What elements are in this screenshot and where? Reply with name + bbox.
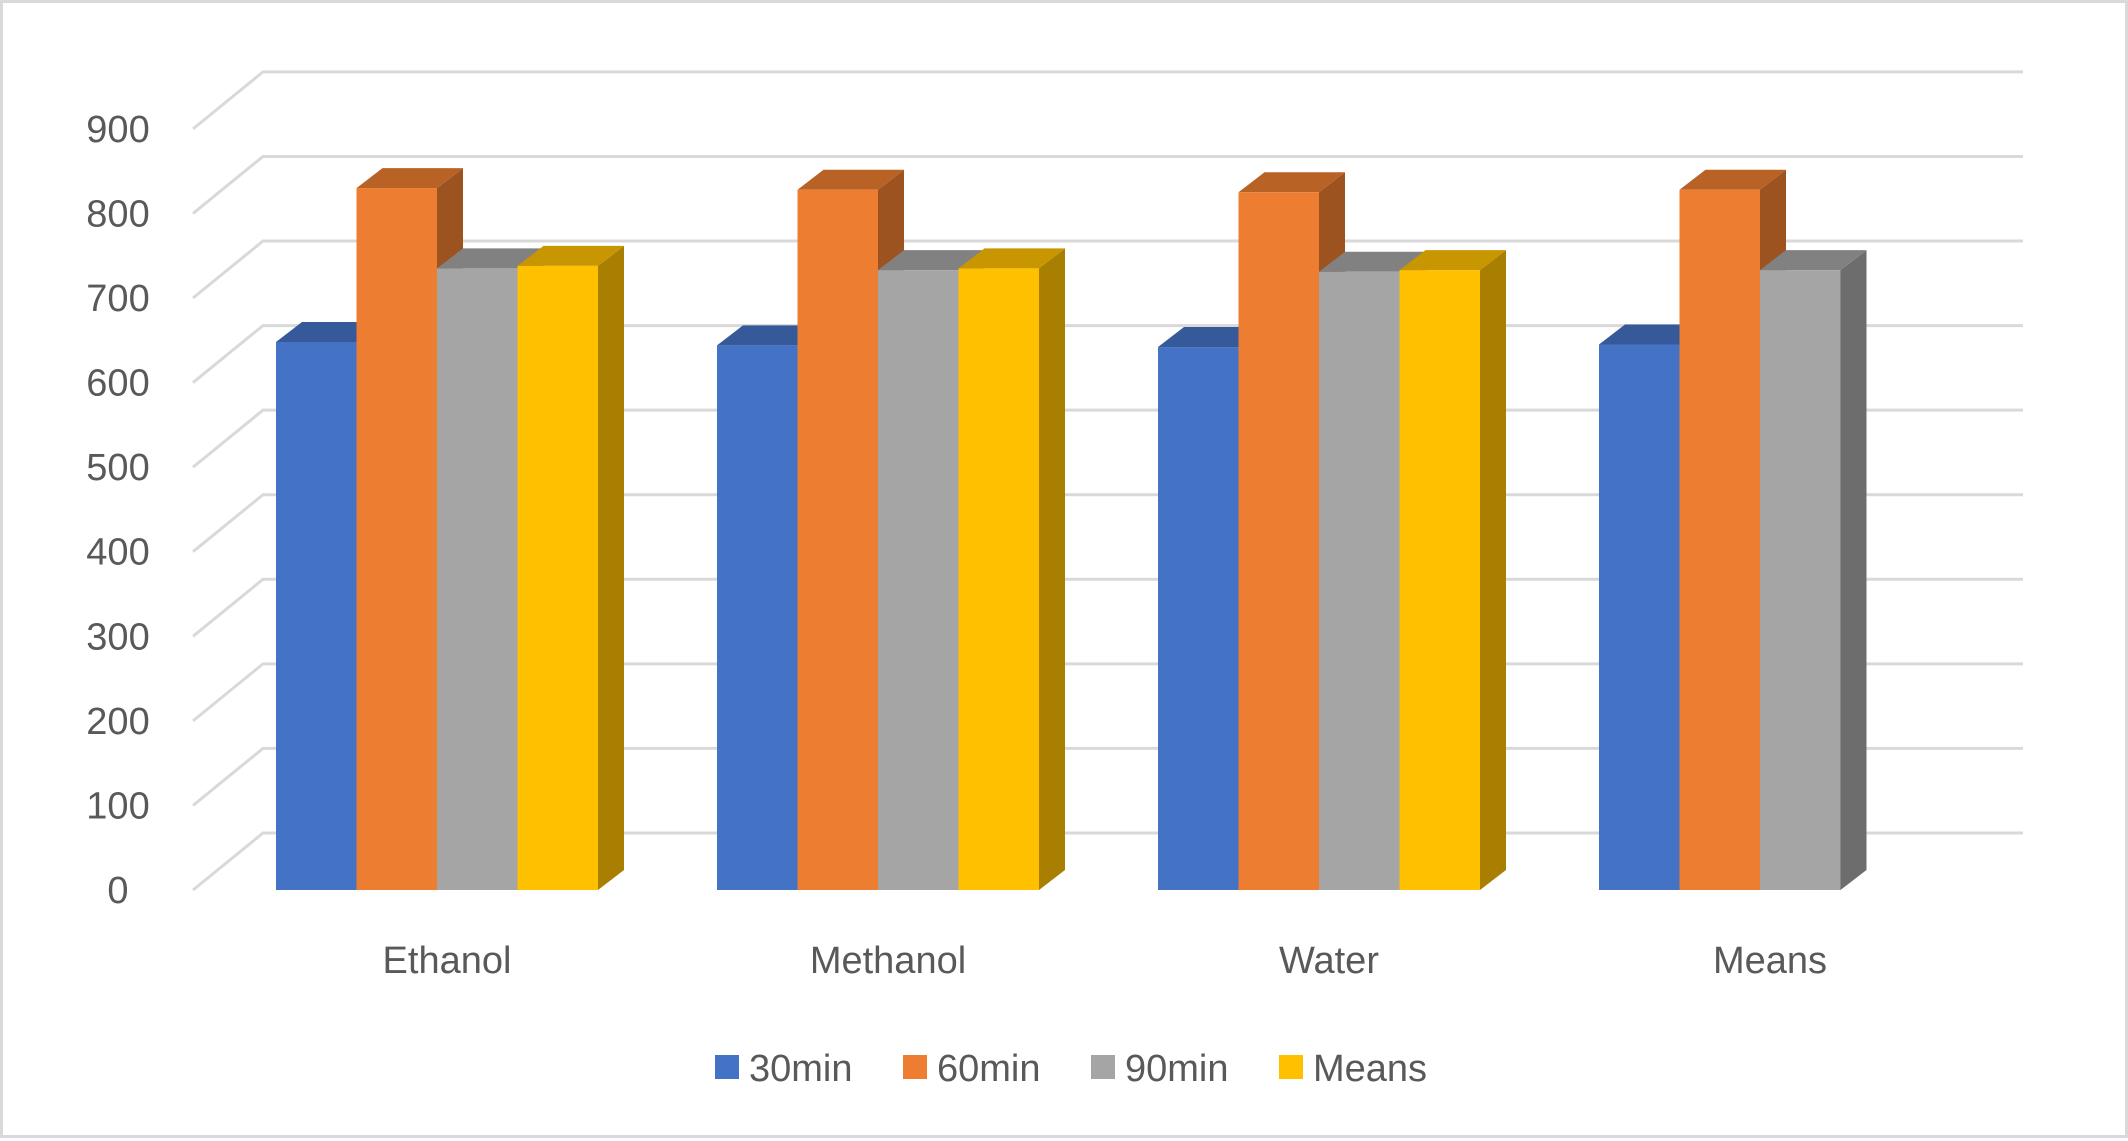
bar-top — [1679, 169, 1786, 190]
bar-front — [437, 268, 518, 890]
bar-front — [1760, 270, 1841, 890]
bar-top — [437, 248, 544, 269]
bar-side — [1840, 250, 1867, 890]
bars — [276, 168, 1867, 891]
legend-item-30min: 30min — [715, 1048, 853, 1090]
bar-front — [517, 265, 598, 890]
bar-front — [1679, 189, 1760, 891]
bar-top — [1319, 251, 1426, 272]
y-tick-label: 600 — [86, 363, 149, 405]
legend-item-60min: 60min — [903, 1048, 1041, 1090]
bar-methanol-means — [958, 248, 1065, 890]
gridlines — [192, 70, 2023, 892]
legend-swatch — [715, 1055, 739, 1079]
y-tick-label: 800 — [86, 193, 149, 235]
bar-front — [878, 270, 959, 890]
legend: 30min 60min 90min Means — [715, 1048, 1427, 1090]
bar-ethanol-means — [517, 245, 624, 890]
bar-front — [1158, 347, 1239, 890]
legend-label: Means — [1313, 1048, 1427, 1090]
bar-front — [276, 341, 357, 890]
legend-item-means: Means — [1279, 1048, 1427, 1090]
y-tick-label: 700 — [86, 278, 149, 320]
x-category-label: Means — [1713, 940, 1827, 982]
bar-side — [598, 245, 624, 890]
y-tick-label: 400 — [86, 532, 149, 574]
legend-swatch — [903, 1055, 927, 1079]
bar-side — [1480, 250, 1506, 890]
legend-swatch — [1091, 1055, 1115, 1079]
legend-label: 30min — [749, 1048, 853, 1090]
y-axis-ticks: 0 100 200 300 400 500 600 700 800 900 — [86, 109, 149, 912]
bar-front — [1238, 192, 1319, 891]
bar-top — [517, 245, 624, 266]
bar-front — [1399, 270, 1480, 890]
bar-top — [1599, 324, 1706, 345]
bar-top — [276, 321, 383, 342]
chart-svg: 0 100 200 300 400 500 600 700 800 900 Ethanol Meth… — [86, 70, 2023, 1090]
gridline-900 — [192, 70, 2023, 131]
y-tick-label: 300 — [86, 616, 149, 658]
bar-front — [958, 268, 1039, 890]
bar-front — [717, 345, 798, 890]
bar-front — [1319, 271, 1400, 890]
y-tick-label: 900 — [86, 109, 149, 151]
bar-top — [717, 325, 824, 346]
x-category-label: Methanol — [810, 940, 966, 982]
bar-top — [356, 168, 463, 189]
bar-top — [1760, 250, 1867, 271]
bar-means-90min — [1760, 250, 1867, 890]
x-category-label: Water — [1279, 940, 1379, 982]
gridline-700 — [192, 239, 2023, 300]
y-tick-label: 500 — [86, 447, 149, 489]
bar-top — [1399, 250, 1506, 271]
legend-swatch — [1279, 1055, 1303, 1079]
gridline-800 — [192, 154, 2023, 215]
y-tick-label: 200 — [86, 701, 149, 743]
bar-water-means — [1399, 250, 1506, 890]
bar-top — [797, 169, 904, 190]
y-tick-label: 100 — [86, 785, 149, 827]
bar-top — [878, 250, 985, 271]
bar-top — [958, 248, 1065, 269]
bar-front — [356, 188, 437, 891]
x-category-label: Ethanol — [383, 940, 512, 982]
legend-label: 60min — [937, 1048, 1041, 1090]
bar-top — [1158, 327, 1265, 348]
x-axis-categories: Ethanol Methanol Water Means — [383, 940, 1827, 982]
bar-top — [1238, 172, 1345, 193]
bar-front — [797, 189, 878, 891]
y-tick-label: 0 — [107, 870, 128, 912]
legend-label: 90min — [1125, 1048, 1229, 1090]
bar-front — [1599, 344, 1680, 890]
legend-item-90min: 90min — [1091, 1048, 1229, 1090]
bar-side — [1039, 248, 1065, 890]
